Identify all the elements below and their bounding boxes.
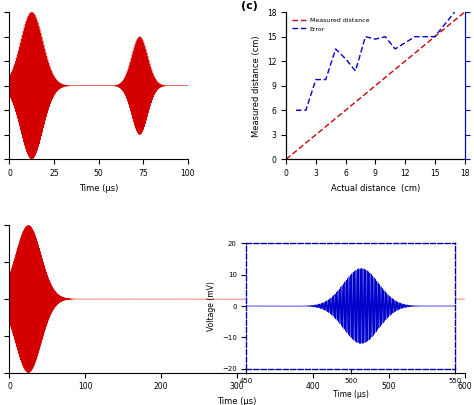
Error xyxy=(422,34,428,39)
Error xyxy=(303,108,309,113)
Measured distance xyxy=(392,67,398,72)
Measured distance xyxy=(422,43,428,47)
Legend: Measured distance, Error: Measured distance, Error xyxy=(289,15,372,34)
Error xyxy=(323,77,328,82)
Error xyxy=(313,77,319,82)
X-axis label: Time (μs): Time (μs) xyxy=(217,397,257,405)
Measured distance xyxy=(313,132,319,137)
X-axis label: Actual distance  (cm): Actual distance (cm) xyxy=(331,183,420,192)
Error xyxy=(363,34,368,39)
Measured distance xyxy=(442,26,447,31)
Text: (c): (c) xyxy=(241,1,258,11)
Measured distance xyxy=(303,141,309,145)
Measured distance xyxy=(383,75,388,80)
Measured distance xyxy=(353,100,358,104)
X-axis label: Time (μs): Time (μs) xyxy=(333,390,369,399)
Line: Error: Error xyxy=(296,12,455,110)
Line: Measured distance: Measured distance xyxy=(286,12,465,159)
Error xyxy=(293,108,299,113)
Error xyxy=(333,47,338,51)
Measured distance xyxy=(432,34,438,39)
Error xyxy=(373,37,378,42)
Measured distance xyxy=(333,116,338,121)
Error xyxy=(402,40,408,45)
Error xyxy=(343,56,348,61)
Error xyxy=(353,68,358,73)
Error xyxy=(452,10,457,15)
Measured distance xyxy=(363,92,368,96)
Y-axis label: Voltage (mV): Voltage (mV) xyxy=(207,281,216,331)
X-axis label: Time (μs): Time (μs) xyxy=(79,183,118,192)
Measured distance xyxy=(343,108,348,113)
Measured distance xyxy=(452,18,457,23)
Measured distance xyxy=(412,51,418,55)
Error xyxy=(383,34,388,39)
Error xyxy=(412,34,418,39)
Measured distance xyxy=(373,83,378,88)
Measured distance xyxy=(323,124,328,129)
Y-axis label: Measured distance (cm): Measured distance (cm) xyxy=(252,35,261,136)
Measured distance xyxy=(293,149,299,153)
Measured distance xyxy=(462,10,467,15)
Measured distance xyxy=(402,59,408,64)
Measured distance xyxy=(283,157,289,162)
Error xyxy=(432,34,438,39)
Error xyxy=(442,22,447,27)
Error xyxy=(392,47,398,51)
